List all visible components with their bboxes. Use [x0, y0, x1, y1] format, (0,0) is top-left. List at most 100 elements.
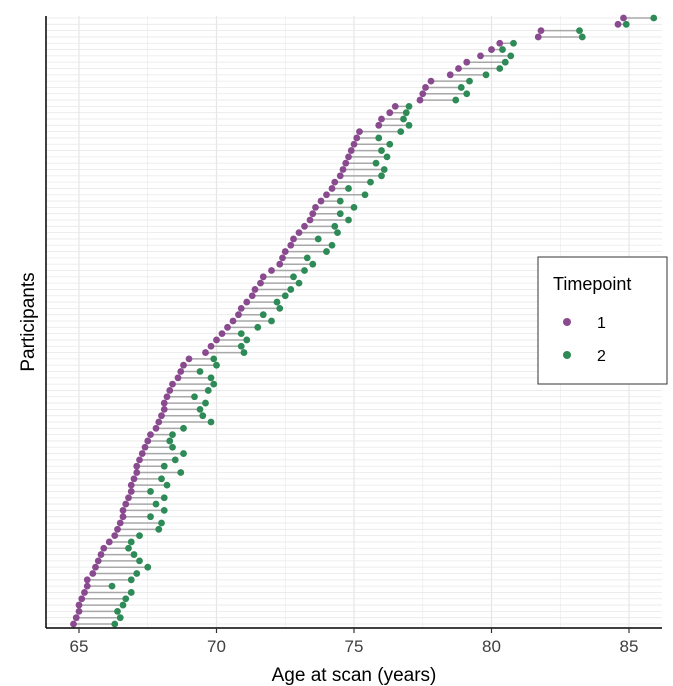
- timepoint-2-point: [171, 456, 179, 464]
- timepoint-1-point: [100, 544, 108, 552]
- timepoint-2-point: [402, 109, 410, 117]
- timepoint-1-point: [202, 349, 209, 356]
- timepoint-2-point: [254, 323, 262, 331]
- timepoint-2-point: [466, 77, 473, 85]
- timepoint-1-point: [290, 235, 297, 243]
- timepoint-1-point: [174, 374, 182, 382]
- timepoint-2-point: [496, 65, 504, 72]
- timepoint-2-point: [268, 317, 275, 325]
- timepoint-1-point: [328, 185, 336, 192]
- timepoint-2-point: [191, 393, 198, 401]
- timepoint-1-point: [419, 90, 427, 98]
- timepoint-1-point: [347, 147, 355, 154]
- timepoint-2-point: [177, 469, 185, 476]
- timepoint-1-point: [276, 260, 284, 268]
- timepoint-2-point: [237, 330, 245, 338]
- timepoint-2-point: [336, 197, 344, 205]
- timepoint-2-point: [114, 607, 121, 615]
- timepoint-1-point: [463, 58, 471, 66]
- timepoint-2-points: [108, 14, 658, 628]
- timepoint-2-point: [125, 544, 132, 552]
- timepoint-2-point: [323, 248, 330, 255]
- timepoint-2-point: [210, 355, 218, 363]
- timepoint-2-point: [158, 475, 165, 483]
- timepoint-1-point: [477, 52, 484, 60]
- timepoint-1-point: [75, 607, 83, 615]
- timepoint-2-point: [328, 241, 336, 249]
- timepoint-2-point: [457, 84, 465, 91]
- timepoint-1-point: [386, 109, 394, 117]
- timepoint-2-point: [199, 412, 207, 420]
- timepoint-2-point: [334, 229, 341, 237]
- timepoint-1-point: [268, 267, 275, 274]
- legend-timepoint-1-marker: [563, 318, 571, 326]
- timepoint-1-point: [356, 128, 363, 136]
- timepoint-1-point: [78, 595, 86, 603]
- legend-title: Timepoint: [553, 274, 631, 294]
- x-axis-ticks: 65 70 75 80 85: [70, 628, 639, 656]
- timepoint-2-point: [405, 121, 413, 129]
- timepoint-1-point: [116, 519, 124, 527]
- timepoint-2-point: [578, 33, 586, 41]
- timepoint-2-point: [155, 525, 163, 533]
- x-tick-label: 80: [482, 637, 501, 656]
- timepoint-2-point: [237, 342, 245, 350]
- timepoint-1-point: [279, 254, 286, 262]
- timepoint-1-point: [89, 570, 97, 577]
- timepoint-1-point: [180, 361, 187, 369]
- timepoint-2-point: [133, 570, 141, 577]
- timepoint-2-point: [127, 538, 135, 546]
- legend: Timepoint 1 2: [537, 256, 668, 385]
- timepoint-1-point: [122, 500, 130, 508]
- timepoint-2-point: [295, 279, 303, 287]
- x-gridlines: [78, 16, 630, 628]
- timepoint-1-point: [257, 279, 264, 287]
- timepoint-2-point: [314, 235, 322, 243]
- timepoint-2-point: [130, 551, 138, 558]
- timepoint-1-point: [496, 39, 504, 47]
- timepoint-2-point: [259, 311, 267, 319]
- timepoint-2-point: [507, 52, 515, 60]
- timepoint-1-point: [130, 475, 138, 483]
- timepoint-2-point: [108, 582, 116, 590]
- y-axis-title: Participants: [18, 272, 39, 371]
- timepoint-1-point: [97, 551, 105, 558]
- timepoint-1-point: [127, 488, 135, 495]
- timepoint-2-point: [290, 273, 297, 281]
- timepoint-2-point: [127, 576, 135, 584]
- timepoint-2-point: [452, 96, 460, 104]
- timepoint-1-point: [237, 304, 245, 312]
- timepoint-1-point: [155, 418, 163, 426]
- timepoint-2-point: [116, 614, 124, 622]
- timepoint-2-point: [383, 153, 391, 161]
- timepoint-2-point: [169, 431, 176, 439]
- x-axis-title: Age at scan (years): [272, 665, 437, 686]
- timepoint-2-point: [213, 361, 220, 369]
- timepoint-2-point: [180, 450, 187, 457]
- x-tick-label: 85: [620, 637, 639, 656]
- timepoint-2-point: [287, 286, 295, 293]
- timepoint-1-point: [537, 27, 545, 35]
- timepoint-1-point: [229, 317, 237, 325]
- timepoint-1-point: [342, 159, 350, 167]
- timepoint-2-point: [147, 488, 154, 495]
- timepoint-1-point: [312, 203, 319, 211]
- timepoint-2-point: [122, 595, 130, 603]
- timepoint-2-point: [386, 140, 394, 148]
- timepoint-2-point: [405, 102, 413, 110]
- timepoint-1-point: [301, 222, 308, 230]
- timepoint-1-point: [248, 292, 256, 300]
- timepoint-2-point: [207, 374, 215, 382]
- timepoint-1-point: [287, 241, 295, 249]
- timepoint-1-point: [306, 216, 314, 224]
- timepoint-1-point: [224, 323, 231, 331]
- timepoint-1-point: [83, 576, 91, 584]
- timepoint-2-point: [180, 424, 187, 432]
- timepoint-2-point: [303, 254, 311, 262]
- timepoint-2-point: [309, 260, 317, 268]
- timepoint-1-point: [416, 96, 424, 104]
- timepoint-2-point: [152, 500, 160, 508]
- timepoint-1-point: [331, 178, 339, 186]
- timepoint-2-point: [576, 27, 583, 35]
- timepoint-1-point: [75, 601, 83, 609]
